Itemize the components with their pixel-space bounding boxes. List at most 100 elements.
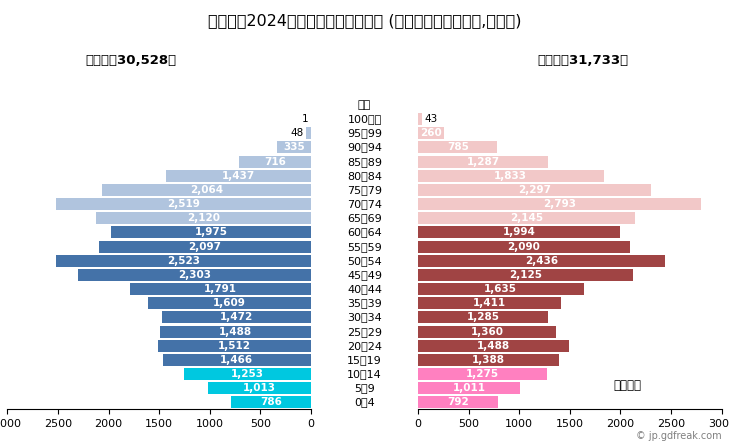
Text: 1,472: 1,472: [220, 312, 253, 322]
Text: 65～69: 65～69: [347, 213, 382, 223]
Bar: [418, 368, 547, 380]
Bar: [418, 198, 701, 210]
Text: © jp.gdfreak.com: © jp.gdfreak.com: [636, 431, 722, 441]
Text: 1: 1: [303, 114, 309, 124]
Text: 不祥: 不祥: [358, 100, 371, 110]
Text: 1,437: 1,437: [222, 171, 255, 181]
Text: 2,125: 2,125: [509, 270, 542, 280]
Text: 90～94: 90～94: [347, 142, 382, 153]
Bar: [418, 297, 561, 309]
Text: 2,064: 2,064: [190, 185, 223, 195]
Text: 藤岡市の2024年１月１日の人口構成 (住民基本台帳ベース,総人口): 藤岡市の2024年１月１日の人口構成 (住民基本台帳ベース,総人口): [208, 13, 521, 28]
Bar: [418, 312, 548, 324]
Bar: [102, 184, 311, 196]
Text: 50～54: 50～54: [347, 256, 382, 266]
Bar: [418, 142, 497, 154]
Text: 2,120: 2,120: [187, 213, 220, 223]
Text: 100歳～: 100歳～: [348, 114, 381, 124]
Text: 1,791: 1,791: [204, 284, 237, 294]
Text: 335: 335: [283, 142, 305, 153]
Bar: [130, 283, 311, 295]
Bar: [231, 396, 311, 409]
Bar: [418, 241, 630, 253]
Text: 60～64: 60～64: [347, 227, 382, 238]
Bar: [98, 241, 311, 253]
Bar: [238, 156, 311, 168]
Text: 1,011: 1,011: [453, 383, 486, 393]
Text: 1,833: 1,833: [494, 171, 527, 181]
Bar: [160, 325, 311, 338]
Text: 15～19: 15～19: [347, 355, 382, 365]
Text: 2,145: 2,145: [510, 213, 543, 223]
Text: 85～89: 85～89: [347, 157, 382, 166]
Bar: [158, 340, 311, 352]
Text: 2,436: 2,436: [525, 256, 558, 266]
Text: 2,097: 2,097: [188, 242, 222, 251]
Bar: [55, 255, 311, 267]
Text: 1,013: 1,013: [243, 383, 276, 393]
Text: 0～4: 0～4: [354, 397, 375, 407]
Bar: [78, 269, 311, 281]
Bar: [418, 340, 569, 352]
Bar: [184, 368, 311, 380]
Text: 1,488: 1,488: [477, 341, 510, 351]
Text: 55～59: 55～59: [347, 242, 382, 251]
Text: 1,253: 1,253: [231, 369, 264, 379]
Bar: [306, 127, 311, 139]
Bar: [208, 382, 311, 394]
Text: 男性計：30,528人: 男性計：30,528人: [86, 54, 176, 67]
Text: 75～79: 75～79: [347, 185, 382, 195]
Text: 1,609: 1,609: [213, 298, 246, 308]
Bar: [418, 354, 558, 366]
Text: 1,994: 1,994: [502, 227, 535, 238]
Text: 2,793: 2,793: [543, 199, 576, 209]
Bar: [418, 184, 650, 196]
Text: 785: 785: [447, 142, 469, 153]
Bar: [165, 170, 311, 182]
Bar: [418, 382, 521, 394]
Bar: [96, 212, 311, 224]
Text: 1,466: 1,466: [220, 355, 254, 365]
Text: 792: 792: [447, 397, 469, 407]
Bar: [418, 283, 583, 295]
Text: 1,275: 1,275: [466, 369, 499, 379]
Text: 1,975: 1,975: [195, 227, 227, 238]
Bar: [418, 325, 555, 338]
Text: 2,523: 2,523: [167, 256, 200, 266]
Text: 1,512: 1,512: [218, 341, 251, 351]
Bar: [418, 255, 665, 267]
Text: 1,285: 1,285: [467, 312, 499, 322]
Text: 単位：人: 単位：人: [614, 379, 642, 392]
Text: 20～24: 20～24: [347, 341, 382, 351]
Bar: [418, 170, 604, 182]
Text: 1,411: 1,411: [473, 298, 506, 308]
Text: 716: 716: [264, 157, 286, 166]
Text: 5～9: 5～9: [354, 383, 375, 393]
Bar: [56, 198, 311, 210]
Bar: [163, 354, 311, 366]
Bar: [418, 156, 548, 168]
Text: 80～84: 80～84: [347, 171, 382, 181]
Text: 2,519: 2,519: [167, 199, 200, 209]
Bar: [418, 396, 498, 409]
Text: 1,287: 1,287: [467, 157, 499, 166]
Bar: [277, 142, 311, 154]
Text: 40～44: 40～44: [347, 284, 382, 294]
Text: 2,303: 2,303: [178, 270, 211, 280]
Text: 48: 48: [291, 128, 304, 138]
Bar: [418, 269, 633, 281]
Text: 2,090: 2,090: [507, 242, 540, 251]
Text: 25～29: 25～29: [347, 327, 382, 336]
Text: 1,488: 1,488: [219, 327, 252, 336]
Bar: [418, 212, 635, 224]
Bar: [418, 127, 445, 139]
Text: 女性計：31,733人: 女性計：31,733人: [538, 54, 628, 67]
Text: 43: 43: [424, 114, 437, 124]
Text: 35～39: 35～39: [347, 298, 382, 308]
Text: 1,360: 1,360: [470, 327, 503, 336]
Text: 95～99: 95～99: [347, 128, 382, 138]
Text: 2,297: 2,297: [518, 185, 551, 195]
Text: 70～74: 70～74: [347, 199, 382, 209]
Text: 1,635: 1,635: [484, 284, 518, 294]
Text: 10～14: 10～14: [347, 369, 382, 379]
